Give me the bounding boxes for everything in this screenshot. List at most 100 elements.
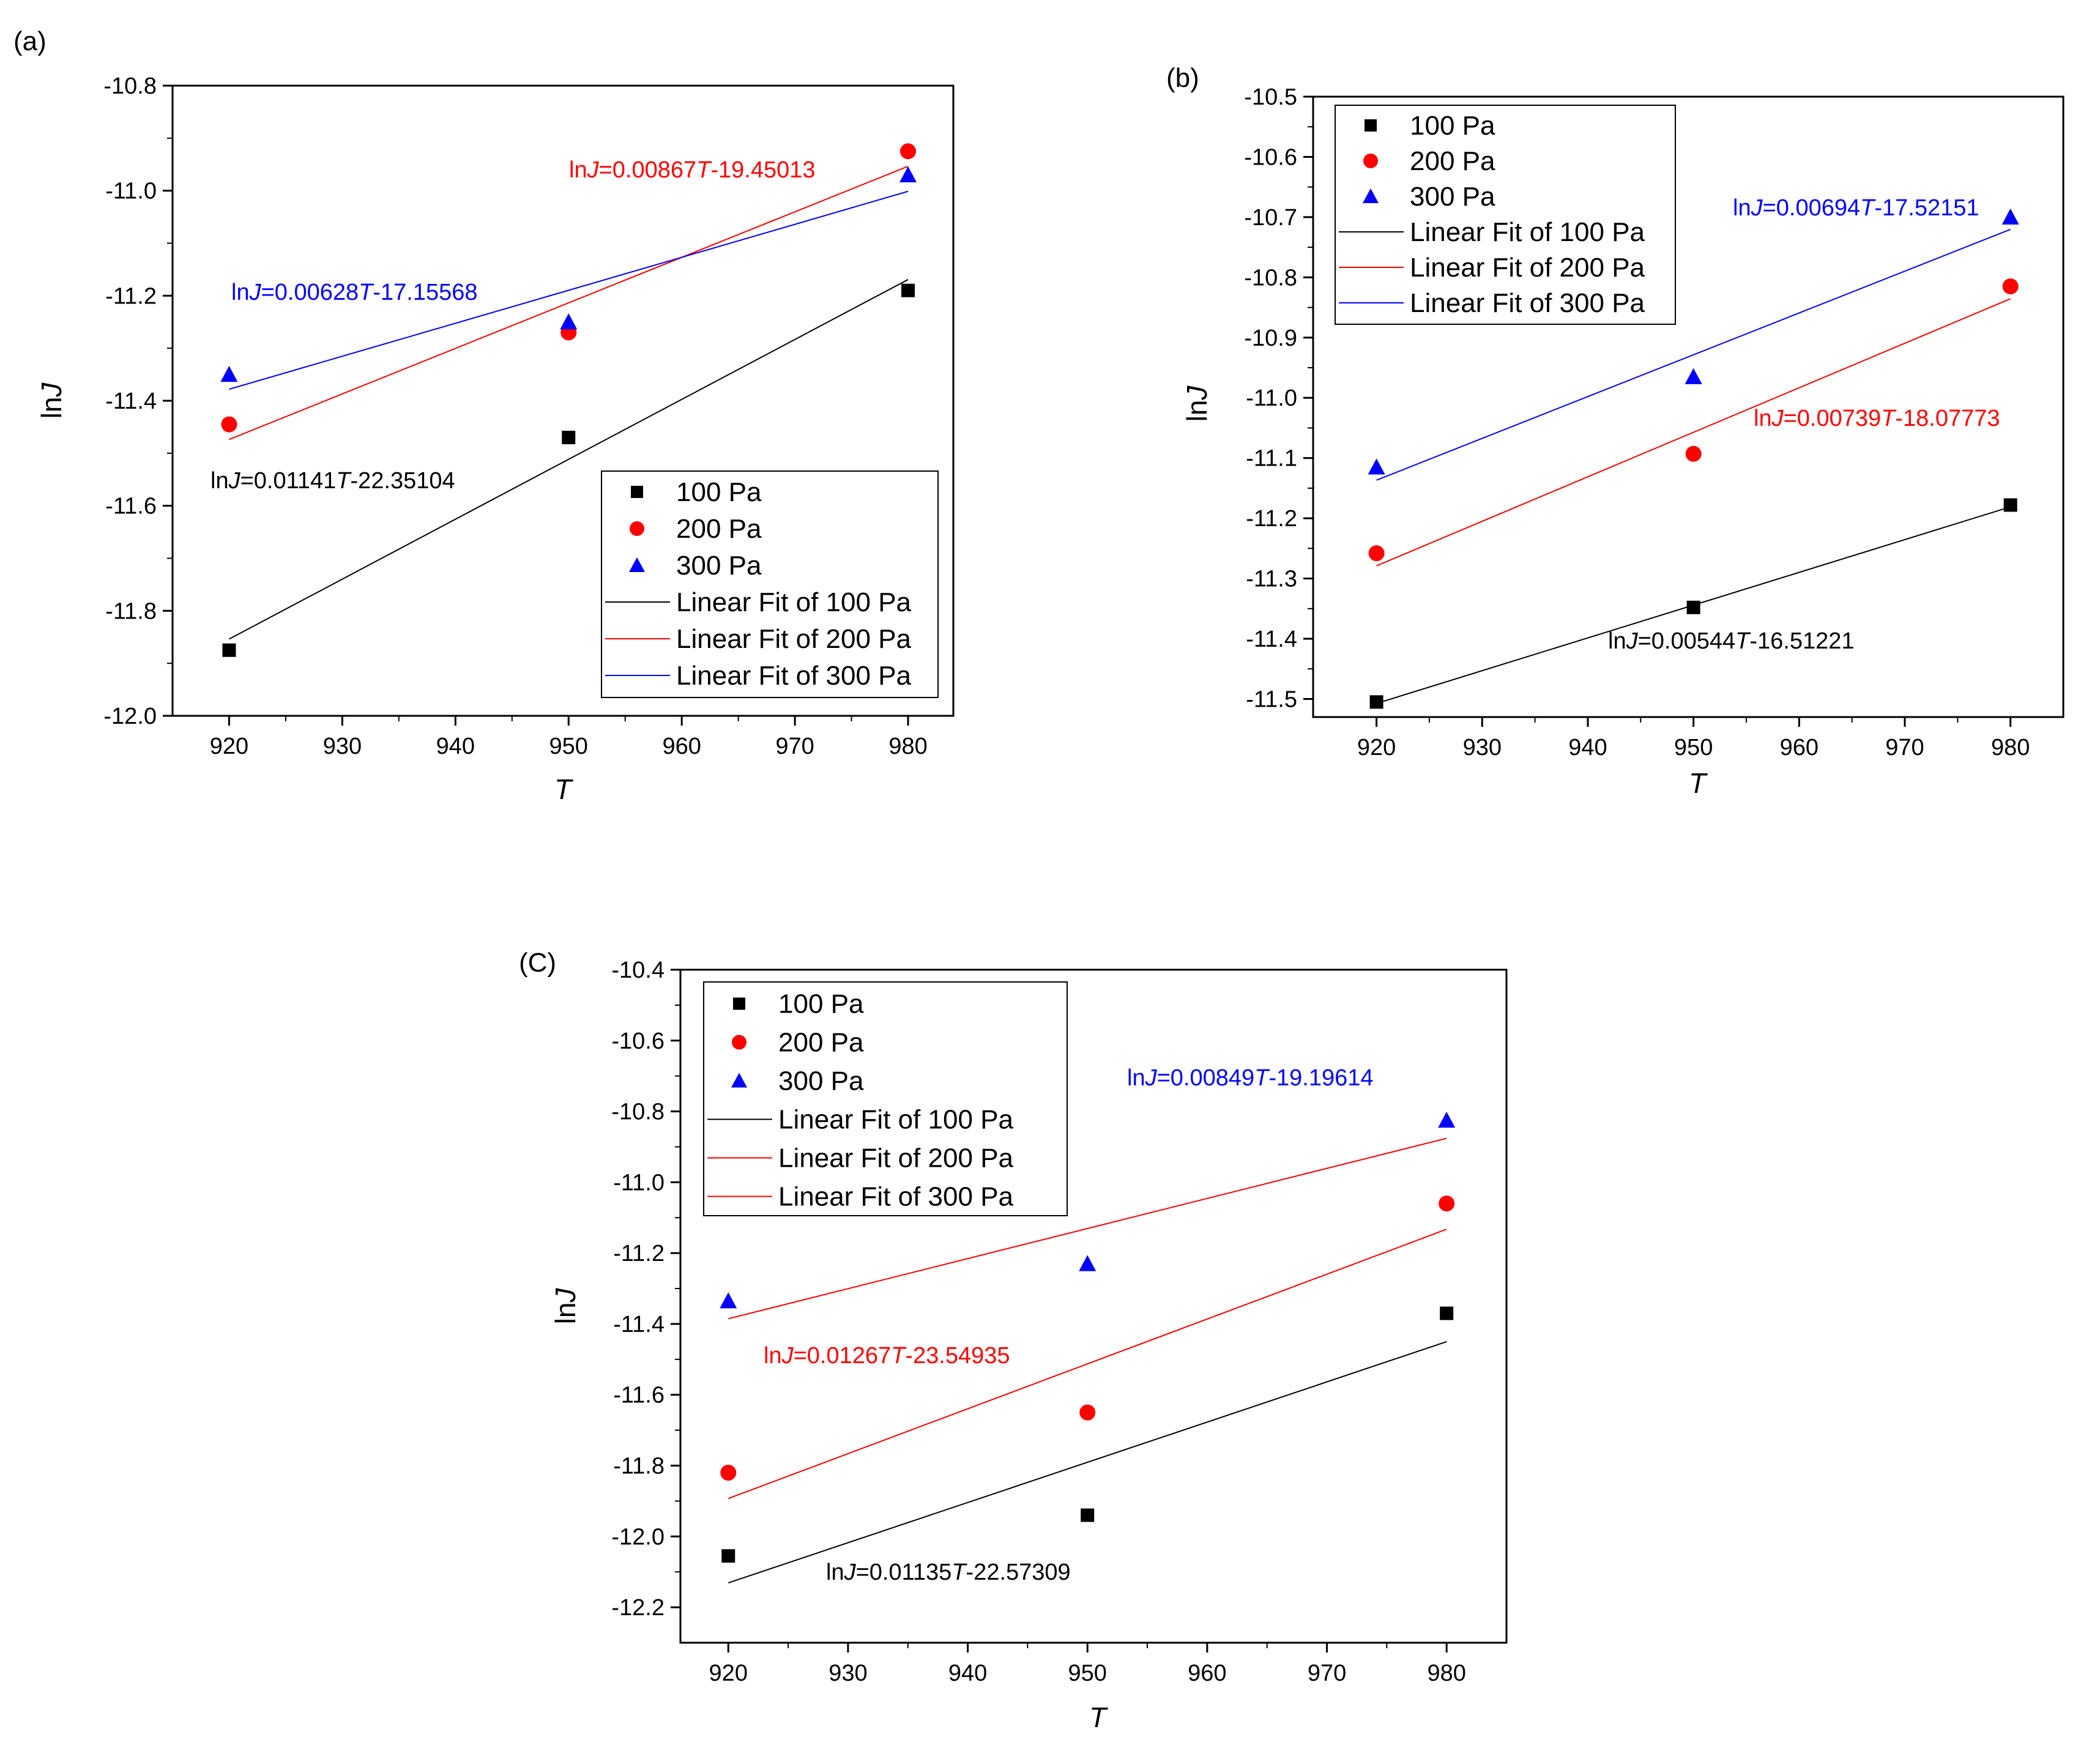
data-point-square bbox=[2003, 498, 2017, 512]
eq-var-j: J bbox=[228, 468, 241, 494]
x-axis-title: T bbox=[1689, 767, 1708, 799]
y-tick-label: -11.2 bbox=[613, 1241, 665, 1266]
eq-intercept: -22.57309 bbox=[966, 1560, 1071, 1585]
y-tick-label: -11.1 bbox=[1246, 446, 1297, 472]
data-point-circle bbox=[2002, 278, 2019, 295]
x-tick-label: 960 bbox=[1780, 735, 1819, 760]
eq-slope: =0.00867 bbox=[599, 157, 697, 183]
y-tick-label: -11.4 bbox=[1246, 626, 1297, 652]
eq-var-t: T bbox=[1735, 628, 1751, 654]
legend: 100 Pa 200 Pa 300 Pa Linear Fit of 100 Pa Li… bbox=[1335, 105, 1676, 325]
eq-intercept: -17.15568 bbox=[373, 280, 477, 305]
panel-label: (a) bbox=[13, 26, 47, 56]
chart-panel-2: (b) 920 930 940 950 960 970 980 -11.5 -11.4 -11.3 -… bbox=[1166, 63, 2065, 799]
legend-label: 200 Pa bbox=[676, 514, 762, 544]
data-point-triangle bbox=[1685, 368, 1702, 384]
eq-var-j: J bbox=[1145, 1065, 1158, 1091]
x-tick-label: 940 bbox=[1568, 735, 1607, 760]
eq-intercept: -16.51221 bbox=[1749, 628, 1854, 654]
x-tick-label: 970 bbox=[1308, 1660, 1346, 1686]
data-point-square bbox=[721, 1549, 735, 1563]
legend-label: Linear Fit of 100 Pa bbox=[1410, 217, 1645, 247]
x-tick-label: 920 bbox=[1357, 735, 1396, 760]
legend-label: Linear Fit of 300 Pa bbox=[1410, 288, 1645, 318]
legend-box bbox=[601, 470, 939, 698]
data-point-triangle bbox=[1368, 458, 1385, 475]
x-tick-label: 960 bbox=[1188, 1660, 1226, 1686]
y-axis-title-ln: ln bbox=[549, 1303, 581, 1325]
y-tick-label: -11.6 bbox=[613, 1383, 665, 1408]
y-tick-label: -11.3 bbox=[1246, 567, 1297, 592]
eq-intercept: -18.07773 bbox=[1895, 406, 2000, 431]
legend-label: 200 Pa bbox=[1410, 146, 1495, 176]
legend-label: 300 Pa bbox=[778, 1066, 864, 1096]
legend: 100 Pa 200 Pa 300 Pa Linear Fit of 100 Pa Li… bbox=[703, 981, 1068, 1216]
data-point-circle bbox=[221, 416, 237, 433]
data-point-circle bbox=[720, 1465, 737, 1481]
chart-panel-3: (C) 920 930 940 950 960 970 980 -12.2 -12.0 -11.8 -… bbox=[519, 948, 1508, 1733]
eq-var-j: J bbox=[844, 1560, 857, 1585]
legend-label: Linear Fit of 200 Pa bbox=[778, 1143, 1014, 1173]
legend-marker-circle bbox=[1363, 154, 1378, 168]
y-tick-label: -11.4 bbox=[105, 389, 157, 414]
x-tick-label: 960 bbox=[662, 734, 701, 759]
y-tick-label: -10.9 bbox=[1244, 325, 1297, 351]
legend-marker-circle bbox=[732, 1035, 747, 1050]
eq-ln: ln bbox=[569, 157, 587, 183]
eq-var-j: J bbox=[587, 157, 600, 183]
x-tick-label: 980 bbox=[1991, 735, 2030, 760]
legend-label: Linear Fit of 200 Pa bbox=[1410, 253, 1645, 283]
y-tick-label: -11.4 bbox=[613, 1312, 665, 1337]
data-point-triangle bbox=[1079, 1255, 1097, 1271]
fit-equation-3: lnJ=0.00544T-16.51221 bbox=[1608, 628, 1855, 654]
y-tick-label: -11.5 bbox=[1246, 686, 1297, 712]
eq-slope: =0.00739 bbox=[1784, 406, 1882, 431]
legend-marker-circle bbox=[630, 521, 644, 536]
eq-var-t: T bbox=[1254, 1065, 1270, 1091]
eq-ln: ln bbox=[1127, 1065, 1145, 1091]
eq-slope: =0.00544 bbox=[1638, 628, 1736, 654]
y-tick-label: -11.2 bbox=[105, 283, 157, 309]
x-tick-label: 980 bbox=[888, 734, 927, 759]
y-tick-label: -11.0 bbox=[1246, 385, 1297, 411]
legend-box bbox=[703, 981, 1068, 1216]
legend-label: Linear Fit of 300 Pa bbox=[676, 661, 912, 691]
y-tick-label: -10.8 bbox=[103, 73, 157, 99]
y-tick-label: -10.8 bbox=[611, 1099, 665, 1125]
legend-marker-square bbox=[631, 486, 643, 498]
legend-marker-square bbox=[1365, 119, 1377, 132]
y-axis-title: lnJ bbox=[1181, 385, 1213, 422]
legend-label: 100 Pa bbox=[676, 477, 762, 507]
x-tick-label: 980 bbox=[1427, 1660, 1465, 1686]
y-axis-title: lnJ bbox=[549, 1288, 581, 1325]
plot-frame bbox=[1312, 95, 2065, 718]
y-axis-title: lnJ bbox=[35, 382, 67, 419]
x-tick-label: 930 bbox=[323, 734, 362, 759]
eq-ln: ln bbox=[764, 1343, 782, 1369]
fit-line-3 bbox=[229, 190, 909, 390]
legend-label: Linear Fit of 300 Pa bbox=[778, 1182, 1014, 1212]
fit-line-3 bbox=[728, 1137, 1447, 1320]
x-tick-label: 970 bbox=[1885, 735, 1924, 760]
eq-ln: ln bbox=[826, 1560, 844, 1585]
legend: 100 Pa 200 Pa 300 Pa Linear Fit of 100 Pa Li… bbox=[601, 470, 939, 698]
eq-var-j: J bbox=[1626, 628, 1639, 654]
legend-box bbox=[1335, 105, 1676, 325]
y-tick-label: -11.8 bbox=[613, 1454, 665, 1479]
data-point-triangle bbox=[2001, 208, 2019, 225]
eq-intercept: -22.35104 bbox=[351, 468, 455, 494]
fit-equation-2: lnJ=0.00739T-18.07773 bbox=[1754, 406, 2000, 431]
x-tick-label: 950 bbox=[1674, 735, 1713, 760]
fit-line-3 bbox=[1376, 228, 2011, 481]
data-point-triangle bbox=[220, 365, 238, 382]
data-point-square bbox=[1081, 1508, 1095, 1522]
eq-slope: =0.00694 bbox=[1763, 195, 1861, 221]
data-point-square bbox=[1369, 695, 1383, 709]
eq-intercept: -23.54935 bbox=[905, 1343, 1010, 1369]
eq-var-j: J bbox=[1751, 195, 1763, 221]
fit-equation-1: lnJ=0.00694T-17.52151 bbox=[1733, 195, 1979, 221]
y-tick-label: -10.6 bbox=[1244, 144, 1297, 170]
data-point-triangle bbox=[1438, 1111, 1456, 1128]
eq-intercept: -19.19614 bbox=[1268, 1065, 1373, 1091]
eq-slope: =0.01141 bbox=[240, 468, 337, 494]
